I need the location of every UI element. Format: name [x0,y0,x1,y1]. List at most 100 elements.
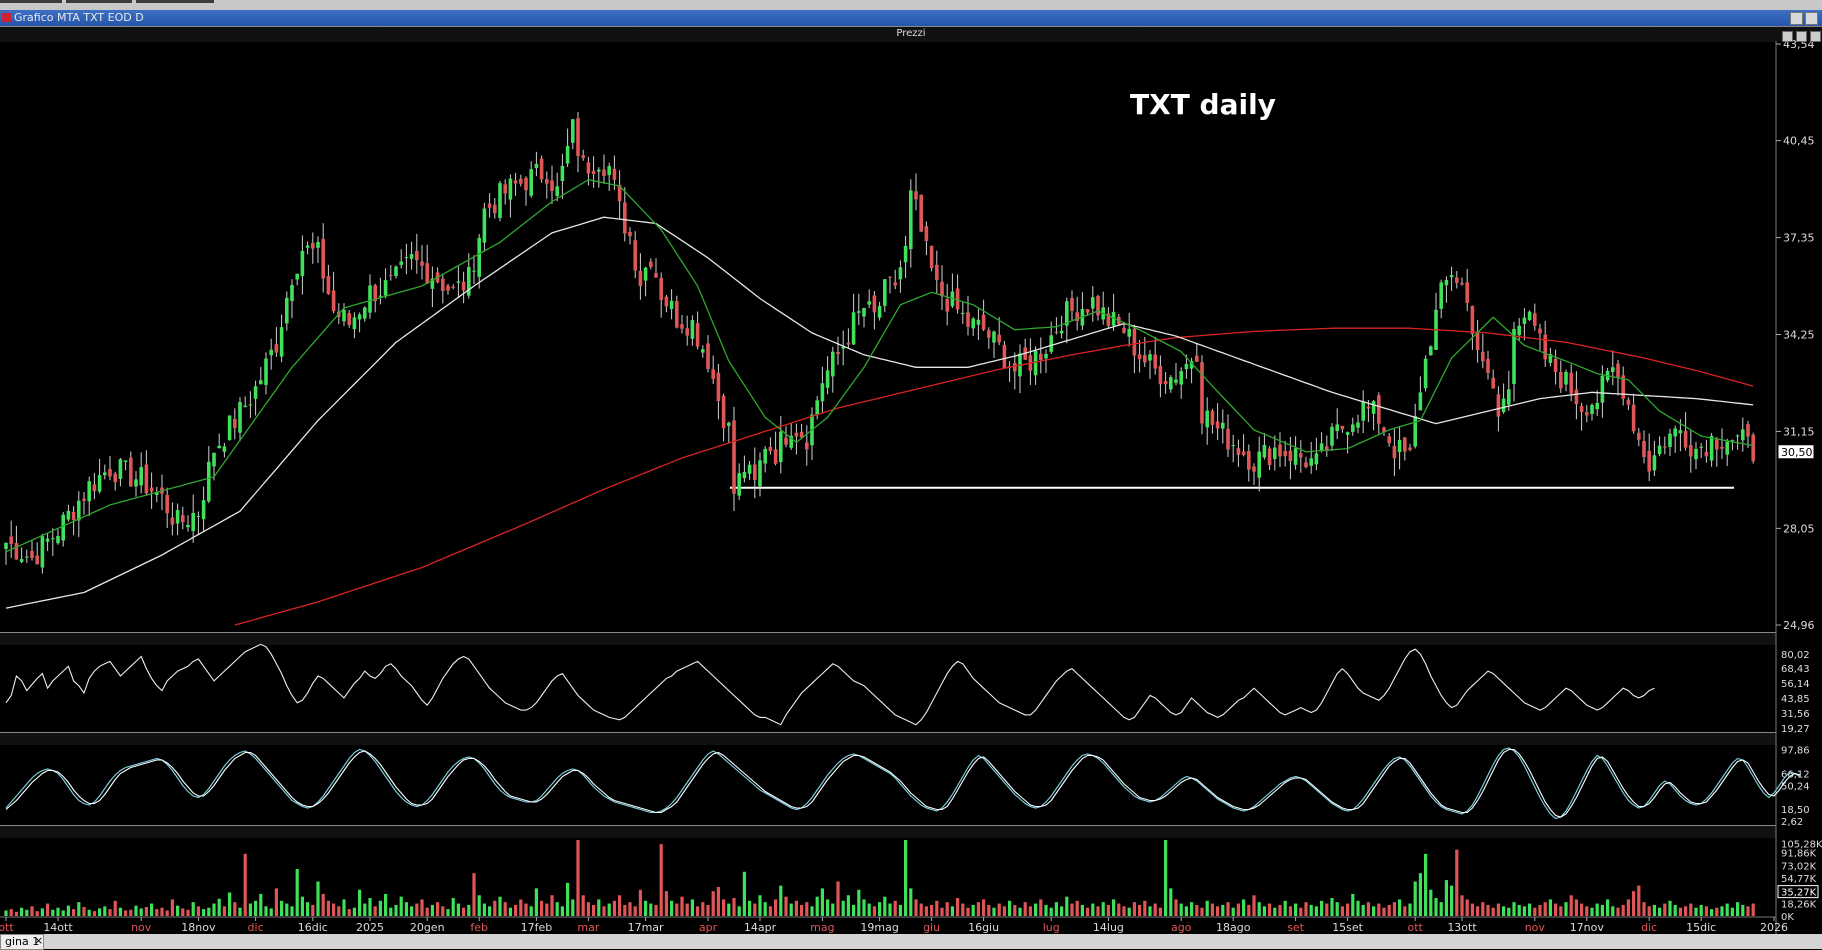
candle-body [1387,436,1391,444]
volume-bar [654,904,658,916]
rsi-axis-label: 56,14 [1781,679,1810,690]
candle-body [1189,361,1194,369]
volume-bar [1034,903,1038,916]
candle-body [191,512,195,532]
candle-body [1293,448,1298,465]
candle-body [30,550,34,558]
candle-body [1169,377,1173,390]
x-axis-label: nov [131,921,152,934]
volume-bar [1658,907,1662,916]
volume-bar [633,906,637,916]
close-window-icon[interactable] [1805,12,1818,25]
volume-bar [1366,902,1370,916]
candle-body [181,515,185,523]
volume-bar [274,888,278,916]
volume-bar [1054,902,1058,916]
volume-bar [722,899,726,916]
candle-body [940,281,944,297]
volume-bar [966,907,970,916]
minimize-window-icon[interactable] [1790,12,1803,25]
window-title-bar[interactable]: Grafico MTA TXT EOD D [0,10,1822,26]
volume-bar [1184,906,1188,916]
x-axis-label: 16dic [298,921,328,934]
volume-bar [1018,907,1022,916]
volume-bar [103,906,107,916]
x-axis-label: 2026 [1760,921,1788,934]
x-axis-label: 14apr [744,921,777,934]
volume-bar [1554,903,1558,916]
volume-bar [1585,906,1589,916]
candle-body [87,481,91,502]
volume-bar [1039,899,1043,916]
price-pane-header: Prezzi [0,26,1822,42]
candle-body [753,464,757,481]
candle-body [420,261,424,266]
candle-body [690,320,695,339]
stoch-axis-label: 18,50 [1781,805,1810,816]
volume-bar [1132,902,1136,916]
volume-bar [373,906,377,916]
candle-body [503,184,507,194]
toolbar-tab[interactable] [136,0,214,3]
volume-bar [165,910,169,916]
volume-bar [1538,904,1542,916]
volume-bar [1372,906,1376,916]
volume-bar [243,853,247,916]
volume-bar [1455,849,1459,916]
x-axis-label: set [1287,921,1304,934]
candle-body [654,273,658,278]
candle-body [1709,435,1714,461]
candle-body [591,170,596,174]
volume-bar [498,896,502,916]
candle-body [1039,353,1043,360]
candle-body [623,202,627,234]
volume-bar [1008,900,1012,916]
pane-minimize-icon[interactable] [1782,31,1793,42]
volume-bar [519,899,523,916]
pane-maximize-icon[interactable] [1796,31,1807,42]
volume-bar [1424,853,1428,916]
candle-body [545,179,549,184]
volume-bar [685,903,689,916]
toolbar-tab[interactable] [66,0,132,3]
volume-bar [566,882,570,916]
close-tab-icon[interactable]: × [34,934,44,947]
chart-window-icon [2,13,11,22]
volume-bar [46,903,50,916]
volume-bar [1413,881,1417,916]
volume-bar [290,906,294,916]
toolbar-tab[interactable] [0,0,62,3]
x-axis-label: dic [1641,921,1657,934]
volume-bar [1049,907,1053,916]
stochastic-line [5,747,1801,820]
volume-bar [571,899,575,916]
candle-body [404,257,409,259]
price-axis-label: 37,35 [1783,232,1815,245]
candle-body [919,194,923,232]
candle-body [1397,439,1402,453]
pane-close-icon[interactable] [1810,31,1821,42]
candle-body [1569,372,1573,394]
volume-bar [4,910,8,916]
candle-body [867,301,871,305]
candle-body [706,343,710,369]
candle-body [747,464,752,474]
candle-body [1626,399,1631,405]
volume-bar [586,902,590,916]
volume-bar [1715,907,1719,916]
volume-bar [321,893,325,916]
candle-body [71,512,76,520]
x-axis-label: 18nov [181,921,216,934]
volume-bar [1190,902,1194,916]
candle-body [347,313,351,325]
volume-bar [794,900,798,916]
volume-bar [560,906,564,916]
candle-body [1267,448,1272,466]
volume-bar [1689,903,1693,916]
volume-bar [831,903,835,916]
candle-body [1044,353,1048,359]
price-axis-column [1776,41,1822,934]
candle-body [1548,353,1553,363]
candle-body [903,245,908,263]
